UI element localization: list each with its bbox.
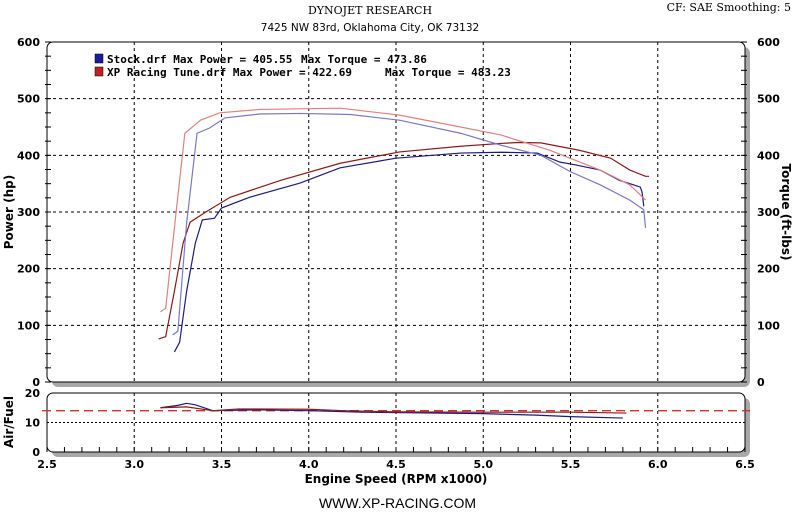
torque-tick-label: 100 (757, 319, 780, 332)
legend-swatch (94, 66, 104, 77)
power-tick-label: 400 (17, 149, 40, 162)
x-tick-label: 5.5 (561, 458, 581, 471)
x-tick-label: 2.5 (37, 458, 57, 471)
legend-entry: Stock.drf Max Power = 405.55 (107, 53, 292, 66)
torque-axis-label: Torque (ft-lbs) (779, 164, 793, 261)
torque-tick-label: 0 (757, 376, 765, 389)
torque-tick-label: 400 (757, 149, 780, 162)
legend-torque: Max Torque = 483.23 (385, 66, 511, 79)
website-footer: WWW.XP-RACING.COM (318, 495, 477, 511)
x-tick-label: 4.5 (386, 458, 406, 471)
x-tick-label: 6.5 (735, 458, 755, 471)
x-tick-label: 5.0 (474, 458, 494, 471)
power-tick-label: 300 (17, 206, 40, 219)
x-axis-label: Engine Speed (RPM x1000) (305, 472, 488, 486)
power-tick-label: 0 (32, 376, 40, 389)
correction-settings: CF: SAE Smoothing: 5 (666, 1, 791, 14)
dyno-title: DYNOJET RESEARCH (307, 4, 433, 17)
torque-tick-label: 200 (757, 263, 780, 276)
legend-swatch (94, 53, 104, 64)
power-axis-label: Power (hp) (2, 175, 16, 249)
power-tick-label: 100 (17, 319, 40, 332)
af-axis-label: Air/Fuel (2, 396, 16, 448)
power-tick-label: 600 (17, 36, 40, 49)
x-tick-label: 3.5 (212, 458, 232, 471)
series-xp-power (158, 141, 650, 340)
torque-tick-label: 300 (757, 206, 780, 219)
x-tick-label: 6.0 (648, 458, 668, 471)
af-tick-label: 10 (25, 417, 41, 430)
af-tick-label: 0 (32, 446, 40, 459)
x-tick-label: 3.0 (125, 458, 145, 471)
series-stock-a-f (160, 402, 623, 419)
power-tick-label: 200 (17, 263, 40, 276)
af-tick-label: 20 (25, 387, 41, 400)
x-tick-label: 4.0 (299, 458, 319, 471)
legend-torque: Max Torque = 473.86 (301, 53, 427, 66)
series-xp-torque (160, 107, 646, 313)
dyno-address: 7425 NW 83rd, Oklahoma City, OK 73132 (260, 22, 480, 34)
series-xp-a-f (160, 406, 627, 414)
torque-tick-label: 600 (757, 36, 780, 49)
power-tick-label: 500 (17, 93, 40, 106)
torque-tick-label: 500 (757, 93, 780, 106)
legend-entry: XP Racing Tune.drf Max Power = 422.69 (107, 66, 352, 79)
series-stock-torque (172, 112, 647, 336)
